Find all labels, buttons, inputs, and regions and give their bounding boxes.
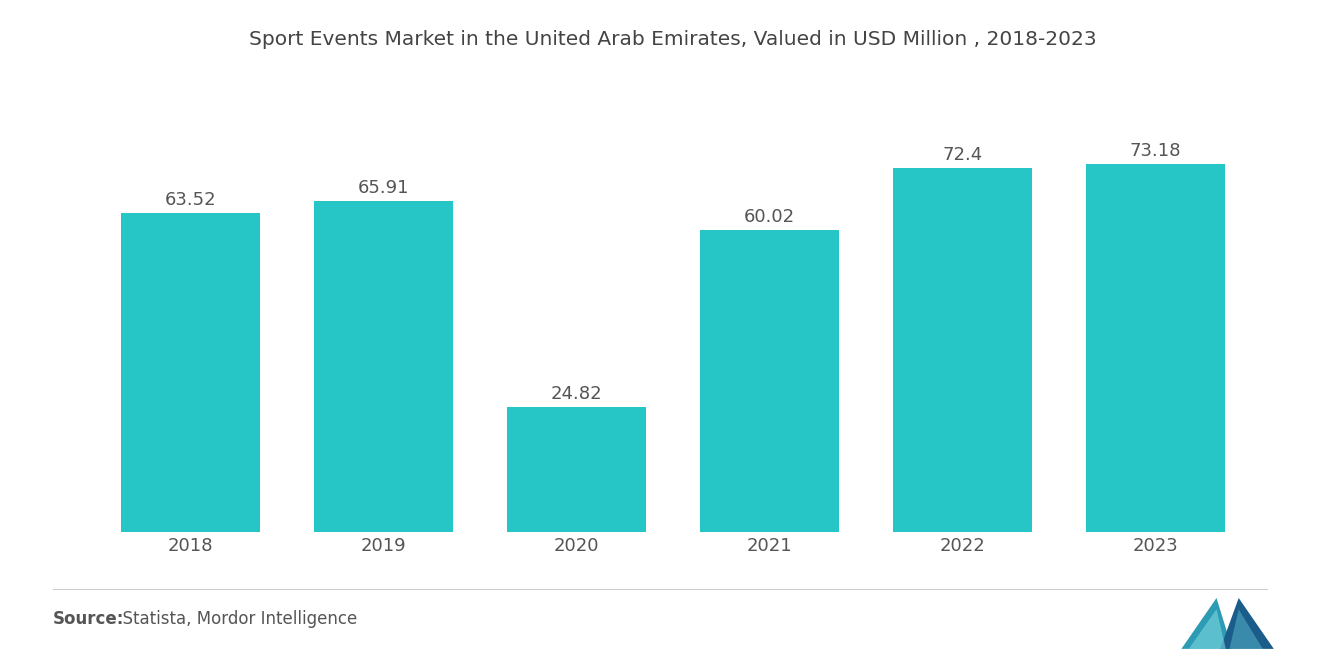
- Text: 72.4: 72.4: [942, 146, 983, 164]
- Polygon shape: [1220, 598, 1274, 649]
- Text: 24.82: 24.82: [550, 385, 602, 403]
- Bar: [1086, 164, 1225, 532]
- Polygon shape: [1181, 598, 1233, 649]
- Text: 65.91: 65.91: [358, 179, 409, 197]
- Bar: [314, 201, 453, 532]
- Text: 73.18: 73.18: [1130, 142, 1181, 160]
- Polygon shape: [1229, 609, 1263, 649]
- Bar: [700, 231, 840, 532]
- Title: Sport Events Market in the United Arab Emirates, Valued in USD Million , 2018-20: Sport Events Market in the United Arab E…: [249, 30, 1097, 49]
- Polygon shape: [1189, 609, 1226, 649]
- Bar: [894, 168, 1032, 532]
- Text: Source:: Source:: [53, 610, 124, 628]
- Bar: [507, 407, 647, 532]
- Text: Statista, Mordor Intelligence: Statista, Mordor Intelligence: [112, 610, 358, 628]
- Text: 63.52: 63.52: [165, 191, 216, 209]
- Text: 60.02: 60.02: [744, 208, 795, 226]
- Bar: [121, 213, 260, 532]
